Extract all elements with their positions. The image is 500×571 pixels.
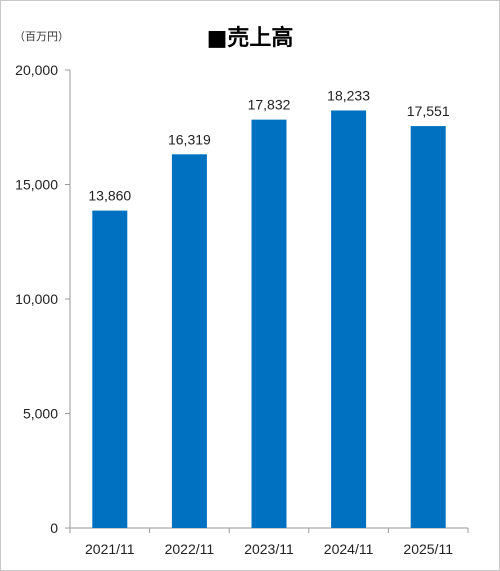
data-label: 16,319 xyxy=(168,131,211,147)
x-tick-label: 2025/11 xyxy=(403,541,453,557)
bar xyxy=(410,126,446,529)
y-tick-label: 0 xyxy=(50,520,58,536)
chart-title: ■売上高 xyxy=(206,26,294,51)
data-label: 13,860 xyxy=(88,188,131,204)
data-label: 18,233 xyxy=(327,87,370,103)
x-tick-label: 2023/11 xyxy=(244,541,294,557)
x-tick-label: 2022/11 xyxy=(165,541,215,557)
bar xyxy=(251,119,287,528)
bar xyxy=(171,154,207,528)
x-tick-label: 2021/11 xyxy=(85,541,135,557)
bar xyxy=(331,110,367,529)
y-tick-label: 20,000 xyxy=(15,62,58,78)
bar xyxy=(92,210,128,528)
unit-label: （百万円） xyxy=(14,30,69,43)
y-tick-label: 10,000 xyxy=(15,291,58,307)
data-label: 17,832 xyxy=(248,97,291,113)
data-label: 17,551 xyxy=(407,103,450,119)
y-tick-label: 5,000 xyxy=(23,406,58,422)
x-tick-label: 2024/11 xyxy=(324,541,374,557)
y-tick-label: 15,000 xyxy=(15,177,58,193)
